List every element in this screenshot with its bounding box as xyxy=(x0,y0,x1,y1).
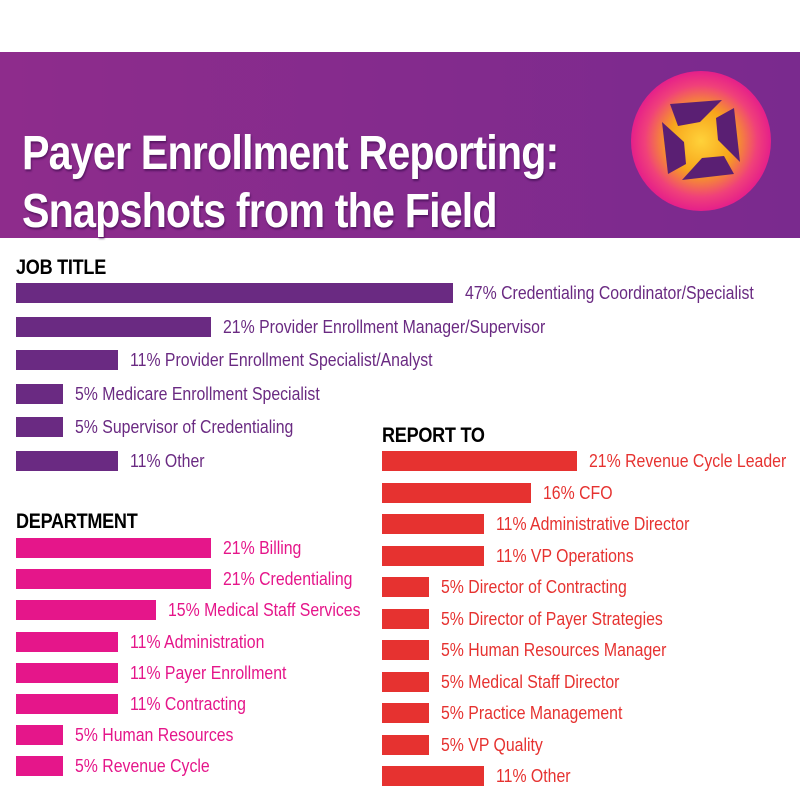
report-to-bar-label: 5% Director of Payer Strategies xyxy=(441,609,663,629)
report-to-bar xyxy=(382,703,429,723)
report-to-bar xyxy=(382,672,429,692)
job-title-bar-label: 11% Other xyxy=(130,451,205,471)
department-bar-label: 5% Revenue Cycle xyxy=(75,756,210,776)
report-to-heading: REPORT TO xyxy=(382,424,485,447)
department-bar xyxy=(16,725,63,745)
department-bar-label: 5% Human Resources xyxy=(75,725,234,745)
report-to-bar-label: 11% Administrative Director xyxy=(496,514,690,534)
department-bar xyxy=(16,538,211,558)
report-to-bar-label: 5% Practice Management xyxy=(441,703,623,723)
department-bar-label: 21% Credentialing xyxy=(223,569,353,589)
job-title-bar xyxy=(16,317,211,337)
job-title-bar-label: 11% Provider Enrollment Specialist/Analy… xyxy=(130,350,433,370)
report-to-bar-label: 11% VP Operations xyxy=(496,546,634,566)
report-to-bar-label: 21% Revenue Cycle Leader xyxy=(589,451,787,471)
job-title-bar xyxy=(16,350,118,370)
report-to-bar-label: 5% Director of Contracting xyxy=(441,577,627,597)
report-to-bar xyxy=(382,766,484,786)
department-bar xyxy=(16,694,118,714)
job-title-bar xyxy=(16,283,453,303)
page-title-line-1: Payer Enrollment Reporting: xyxy=(22,127,559,180)
department-bar xyxy=(16,756,63,776)
report-to-bar-label: 11% Other xyxy=(496,766,571,786)
department-bar-label: 11% Administration xyxy=(130,632,265,652)
department-bar xyxy=(16,600,156,620)
job-title-bar xyxy=(16,417,63,437)
aperture-icon xyxy=(631,71,771,211)
report-to-bar xyxy=(382,483,531,503)
department-bar xyxy=(16,632,118,652)
job-title-bar-label: 21% Provider Enrollment Manager/Supervis… xyxy=(223,317,546,337)
report-to-bar xyxy=(382,546,484,566)
report-to-bar xyxy=(382,640,429,660)
report-to-bar-label: 5% VP Quality xyxy=(441,735,543,755)
report-to-bar-label: 5% Medical Staff Director xyxy=(441,672,620,692)
department-bar xyxy=(16,663,118,683)
department-bar xyxy=(16,569,211,589)
report-to-bar-label: 16% CFO xyxy=(543,483,613,503)
job-title-bar-label: 5% Supervisor of Credentialing xyxy=(75,417,294,437)
report-to-bar-label: 5% Human Resources Manager xyxy=(441,640,667,660)
department-bar-label: 21% Billing xyxy=(223,538,302,558)
report-to-bar xyxy=(382,514,484,534)
report-to-bar xyxy=(382,609,429,629)
job-title-bar xyxy=(16,384,63,404)
report-to-bar xyxy=(382,451,577,471)
job-title-heading: JOB TITLE xyxy=(16,256,106,279)
job-title-bar-label: 5% Medicare Enrollment Specialist xyxy=(75,384,320,404)
department-bar-label: 15% Medical Staff Services xyxy=(168,600,361,620)
job-title-bar-label: 47% Credentialing Coordinator/Specialist xyxy=(465,283,754,303)
job-title-bar xyxy=(16,451,118,471)
report-to-bar xyxy=(382,577,429,597)
report-to-bar xyxy=(382,735,429,755)
department-bar-label: 11% Payer Enrollment xyxy=(130,663,287,683)
page-title-line-2: Snapshots from the Field xyxy=(22,185,498,238)
department-bar-label: 11% Contracting xyxy=(130,694,246,714)
department-heading: DEPARTMENT xyxy=(16,510,138,533)
